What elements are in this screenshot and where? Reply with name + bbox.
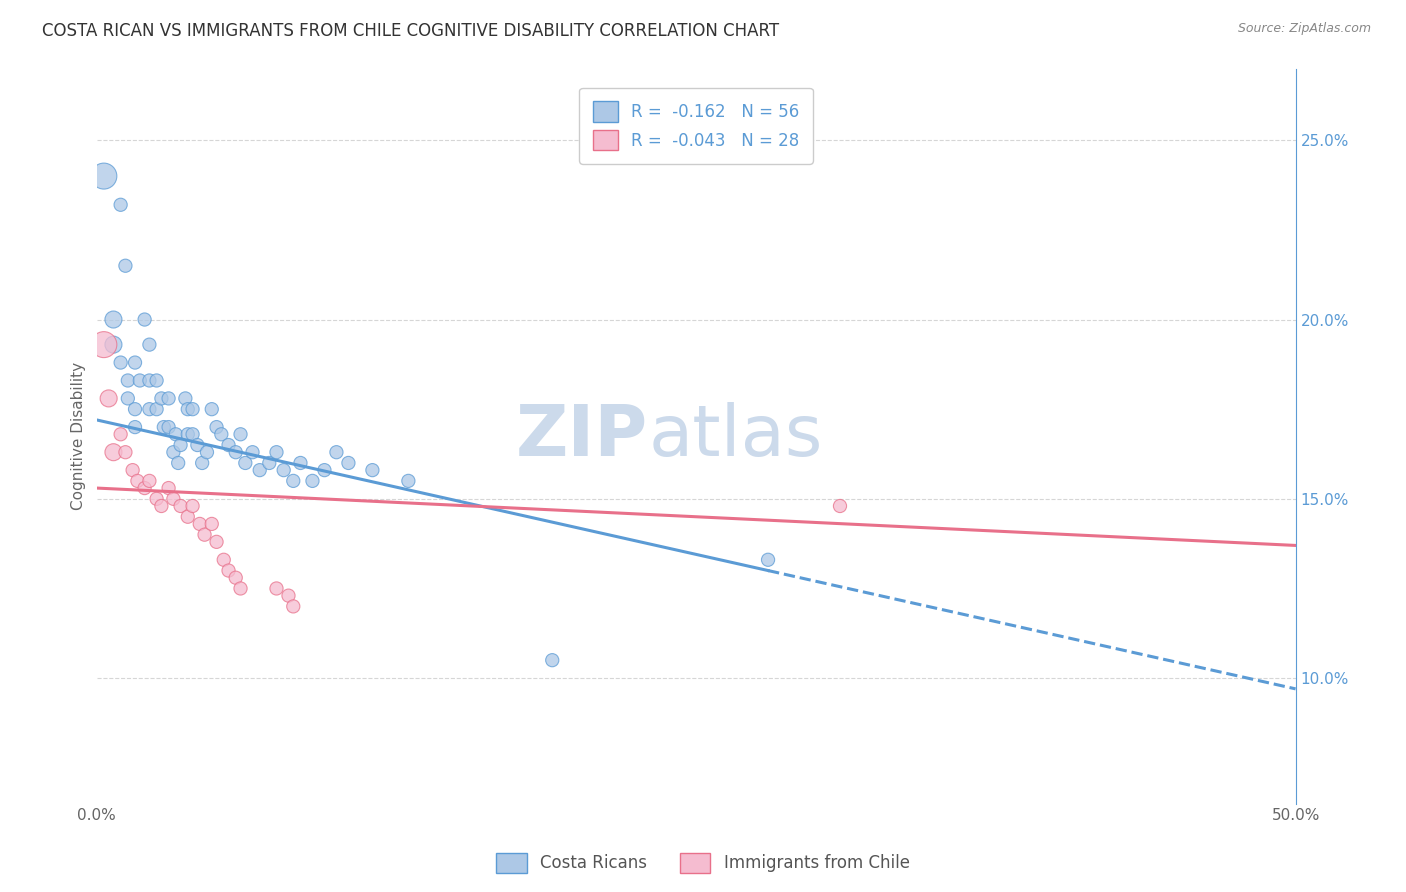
- Point: [157, 481, 180, 495]
- Point: [249, 463, 271, 477]
- Point: [124, 355, 146, 369]
- Point: [218, 564, 240, 578]
- Point: [138, 402, 160, 417]
- Point: [277, 589, 299, 603]
- Point: [177, 402, 200, 417]
- Point: [110, 198, 132, 212]
- Point: [117, 374, 139, 388]
- Point: [150, 499, 173, 513]
- Point: [242, 445, 264, 459]
- Point: [145, 491, 167, 506]
- Point: [541, 653, 564, 667]
- Point: [121, 463, 143, 477]
- Point: [150, 392, 173, 406]
- Point: [114, 259, 136, 273]
- Point: [186, 438, 208, 452]
- Point: [337, 456, 360, 470]
- Point: [169, 438, 191, 452]
- Point: [209, 427, 232, 442]
- Point: [361, 463, 384, 477]
- Legend: R =  -0.162   N = 56, R =  -0.043   N = 28: R = -0.162 N = 56, R = -0.043 N = 28: [579, 88, 813, 163]
- Point: [174, 392, 197, 406]
- Point: [97, 392, 120, 406]
- Point: [128, 374, 150, 388]
- Text: atlas: atlas: [648, 401, 823, 471]
- Point: [177, 509, 200, 524]
- Point: [110, 427, 132, 442]
- Point: [201, 402, 224, 417]
- Text: COSTA RICAN VS IMMIGRANTS FROM CHILE COGNITIVE DISABILITY CORRELATION CHART: COSTA RICAN VS IMMIGRANTS FROM CHILE COG…: [42, 22, 779, 40]
- Point: [93, 337, 115, 351]
- Point: [225, 571, 247, 585]
- Point: [167, 456, 190, 470]
- Point: [145, 402, 167, 417]
- Point: [218, 438, 240, 452]
- Point: [188, 516, 211, 531]
- Point: [124, 402, 146, 417]
- Point: [162, 445, 184, 459]
- Point: [181, 499, 204, 513]
- Point: [93, 169, 115, 183]
- Point: [205, 420, 228, 434]
- Point: [124, 420, 146, 434]
- Point: [157, 420, 180, 434]
- Point: [103, 337, 125, 351]
- Point: [229, 582, 252, 596]
- Point: [181, 402, 204, 417]
- Point: [828, 499, 851, 513]
- Point: [145, 374, 167, 388]
- Point: [193, 527, 215, 541]
- Point: [114, 445, 136, 459]
- Point: [266, 582, 288, 596]
- Point: [181, 427, 204, 442]
- Point: [103, 312, 125, 326]
- Point: [225, 445, 247, 459]
- Point: [290, 456, 312, 470]
- Point: [212, 553, 235, 567]
- Point: [162, 491, 184, 506]
- Point: [103, 445, 125, 459]
- Point: [127, 474, 149, 488]
- Point: [117, 392, 139, 406]
- Point: [138, 374, 160, 388]
- Point: [756, 553, 779, 567]
- Point: [191, 456, 214, 470]
- Point: [134, 312, 156, 326]
- Point: [259, 456, 281, 470]
- Point: [177, 427, 200, 442]
- Point: [165, 427, 187, 442]
- Point: [283, 474, 305, 488]
- Point: [201, 516, 224, 531]
- Point: [157, 392, 180, 406]
- Point: [314, 463, 336, 477]
- Point: [266, 445, 288, 459]
- Point: [152, 420, 174, 434]
- Point: [110, 355, 132, 369]
- Point: [138, 337, 160, 351]
- Point: [301, 474, 323, 488]
- Text: ZIP: ZIP: [516, 401, 648, 471]
- Legend: Costa Ricans, Immigrants from Chile: Costa Ricans, Immigrants from Chile: [489, 847, 917, 880]
- Point: [195, 445, 218, 459]
- Y-axis label: Cognitive Disability: Cognitive Disability: [72, 362, 86, 510]
- Point: [325, 445, 347, 459]
- Point: [134, 481, 156, 495]
- Point: [233, 456, 256, 470]
- Point: [283, 599, 305, 614]
- Point: [273, 463, 295, 477]
- Point: [229, 427, 252, 442]
- Point: [396, 474, 419, 488]
- Point: [205, 534, 228, 549]
- Point: [169, 499, 191, 513]
- Point: [138, 474, 160, 488]
- Text: Source: ZipAtlas.com: Source: ZipAtlas.com: [1237, 22, 1371, 36]
